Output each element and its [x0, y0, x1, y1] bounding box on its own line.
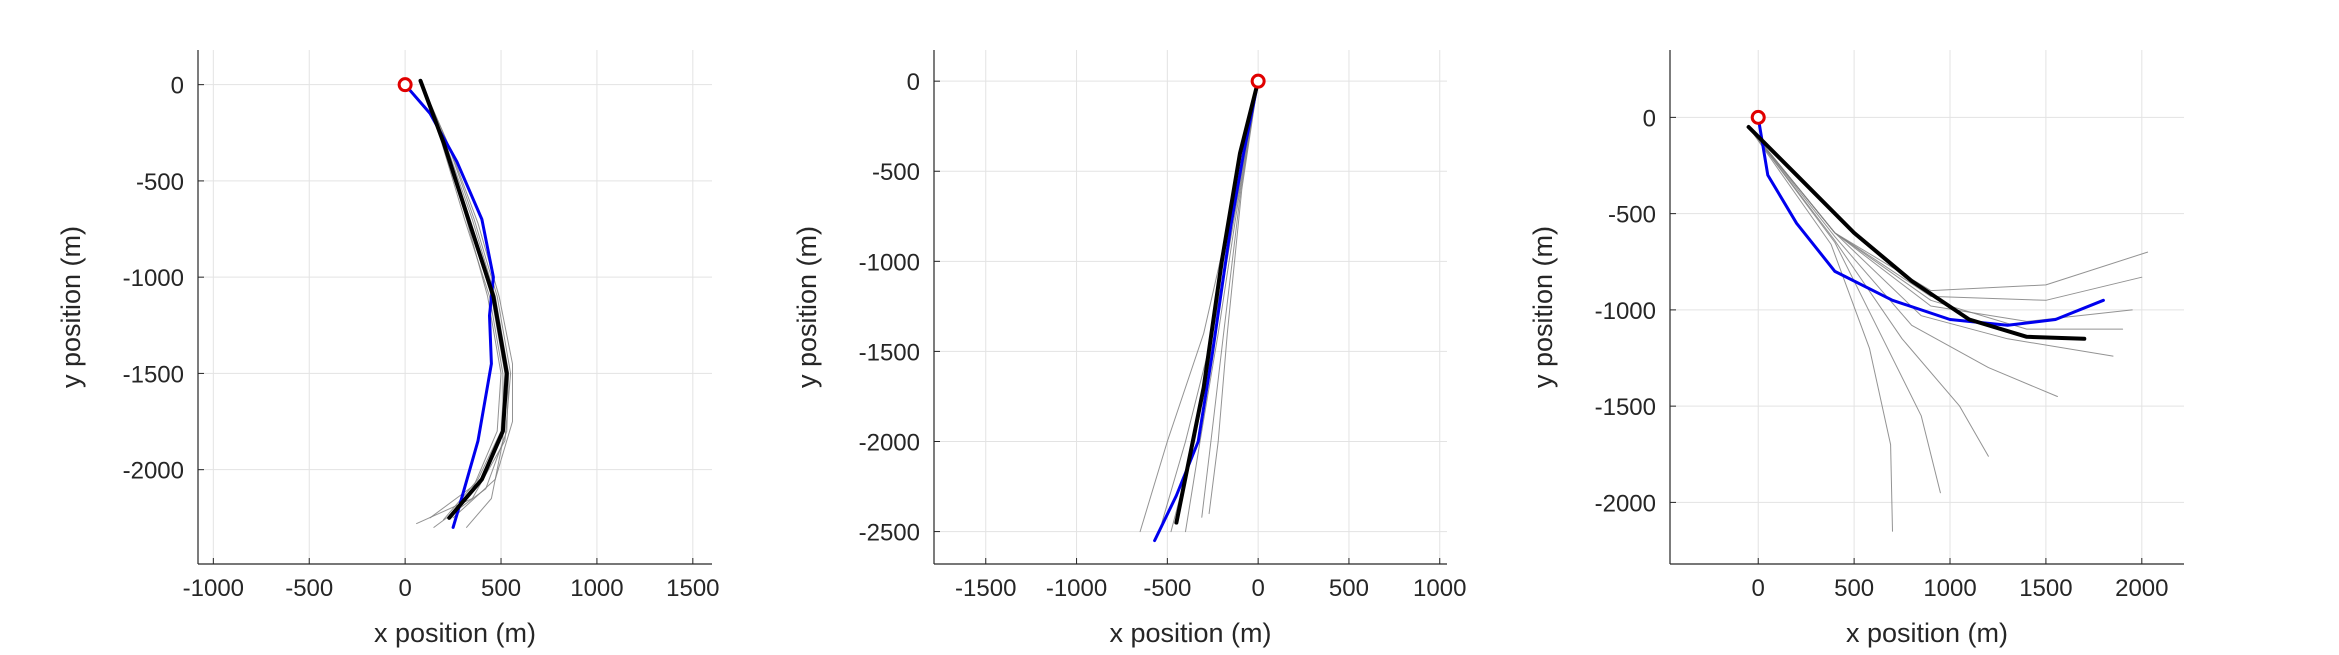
trajectory [418, 78, 509, 520]
start-marker [1750, 109, 1766, 125]
y-tick-label: -1500 [859, 339, 920, 366]
trajectory [1748, 126, 2058, 397]
start-marker [1250, 73, 1266, 89]
trajectory [1208, 80, 1259, 515]
trajectory [1748, 126, 1989, 457]
y-tick-label: 0 [907, 69, 920, 96]
trajectory [1748, 126, 2114, 357]
y-tick-label: -2000 [1595, 490, 1656, 517]
x-tick-label: 500 [481, 575, 521, 602]
y-tick-label: -500 [1608, 202, 1656, 229]
y-tick-label: -1000 [859, 249, 920, 276]
x-tick-label: 0 [1752, 575, 1765, 602]
x-tick-label: 1000 [1923, 575, 1976, 602]
trajectory [1153, 79, 1260, 543]
x-tick-label: 500 [1329, 575, 1369, 602]
trajectory [420, 80, 502, 519]
x-tick-label: 1000 [570, 575, 623, 602]
y-tick-label: -1000 [1595, 298, 1656, 325]
trajectory [1746, 125, 2087, 341]
y-tick-label: -2000 [859, 429, 920, 456]
x-tick-label: -1000 [183, 575, 244, 602]
x-tick-label: 500 [1834, 575, 1874, 602]
start-marker [397, 77, 413, 93]
x-tick-label: -500 [1143, 575, 1191, 602]
y-tick-label: 0 [1643, 105, 1656, 132]
trajectory [1174, 79, 1261, 525]
trajectory [420, 80, 504, 528]
x-axis-label: x position (m) [1846, 618, 2008, 648]
x-tick-label: 0 [1251, 575, 1264, 602]
y-tick-label: -500 [872, 159, 920, 186]
x-tick-label: 1500 [2019, 575, 2072, 602]
trajectory [1748, 126, 2149, 292]
trajectory [1748, 126, 1941, 494]
y-tick-label: 0 [171, 73, 184, 100]
x-axis-label: x position (m) [1109, 618, 1271, 648]
y-tick-label: -1500 [1595, 394, 1656, 421]
trajectory [1748, 126, 2124, 330]
x-tick-label: -500 [285, 575, 333, 602]
trajectory [403, 83, 495, 529]
trajectory [1201, 80, 1259, 518]
x-tick-label: 0 [398, 575, 411, 602]
y-tick-label: -2500 [859, 520, 920, 547]
x-tick-label: 1500 [666, 575, 719, 602]
trajectory [1748, 126, 2133, 322]
y-axis-label: y position (m) [792, 226, 822, 388]
x-axis-label: x position (m) [374, 618, 536, 648]
trajectory [1748, 126, 1893, 532]
y-tick-label: -500 [136, 169, 184, 196]
x-tick-label: -1000 [1046, 575, 1107, 602]
y-tick-label: -1500 [123, 361, 184, 388]
x-tick-label: 2000 [2115, 575, 2168, 602]
x-tick-label: 1000 [1413, 575, 1466, 602]
y-tick-label: -1000 [123, 265, 184, 292]
y-axis-label: y position (m) [56, 226, 86, 388]
y-tick-label: -2000 [123, 458, 184, 485]
x-tick-label: -1500 [955, 575, 1016, 602]
trajectory [1756, 115, 2105, 327]
trajectory [1185, 80, 1259, 533]
y-axis-label: y position (m) [1528, 226, 1558, 388]
